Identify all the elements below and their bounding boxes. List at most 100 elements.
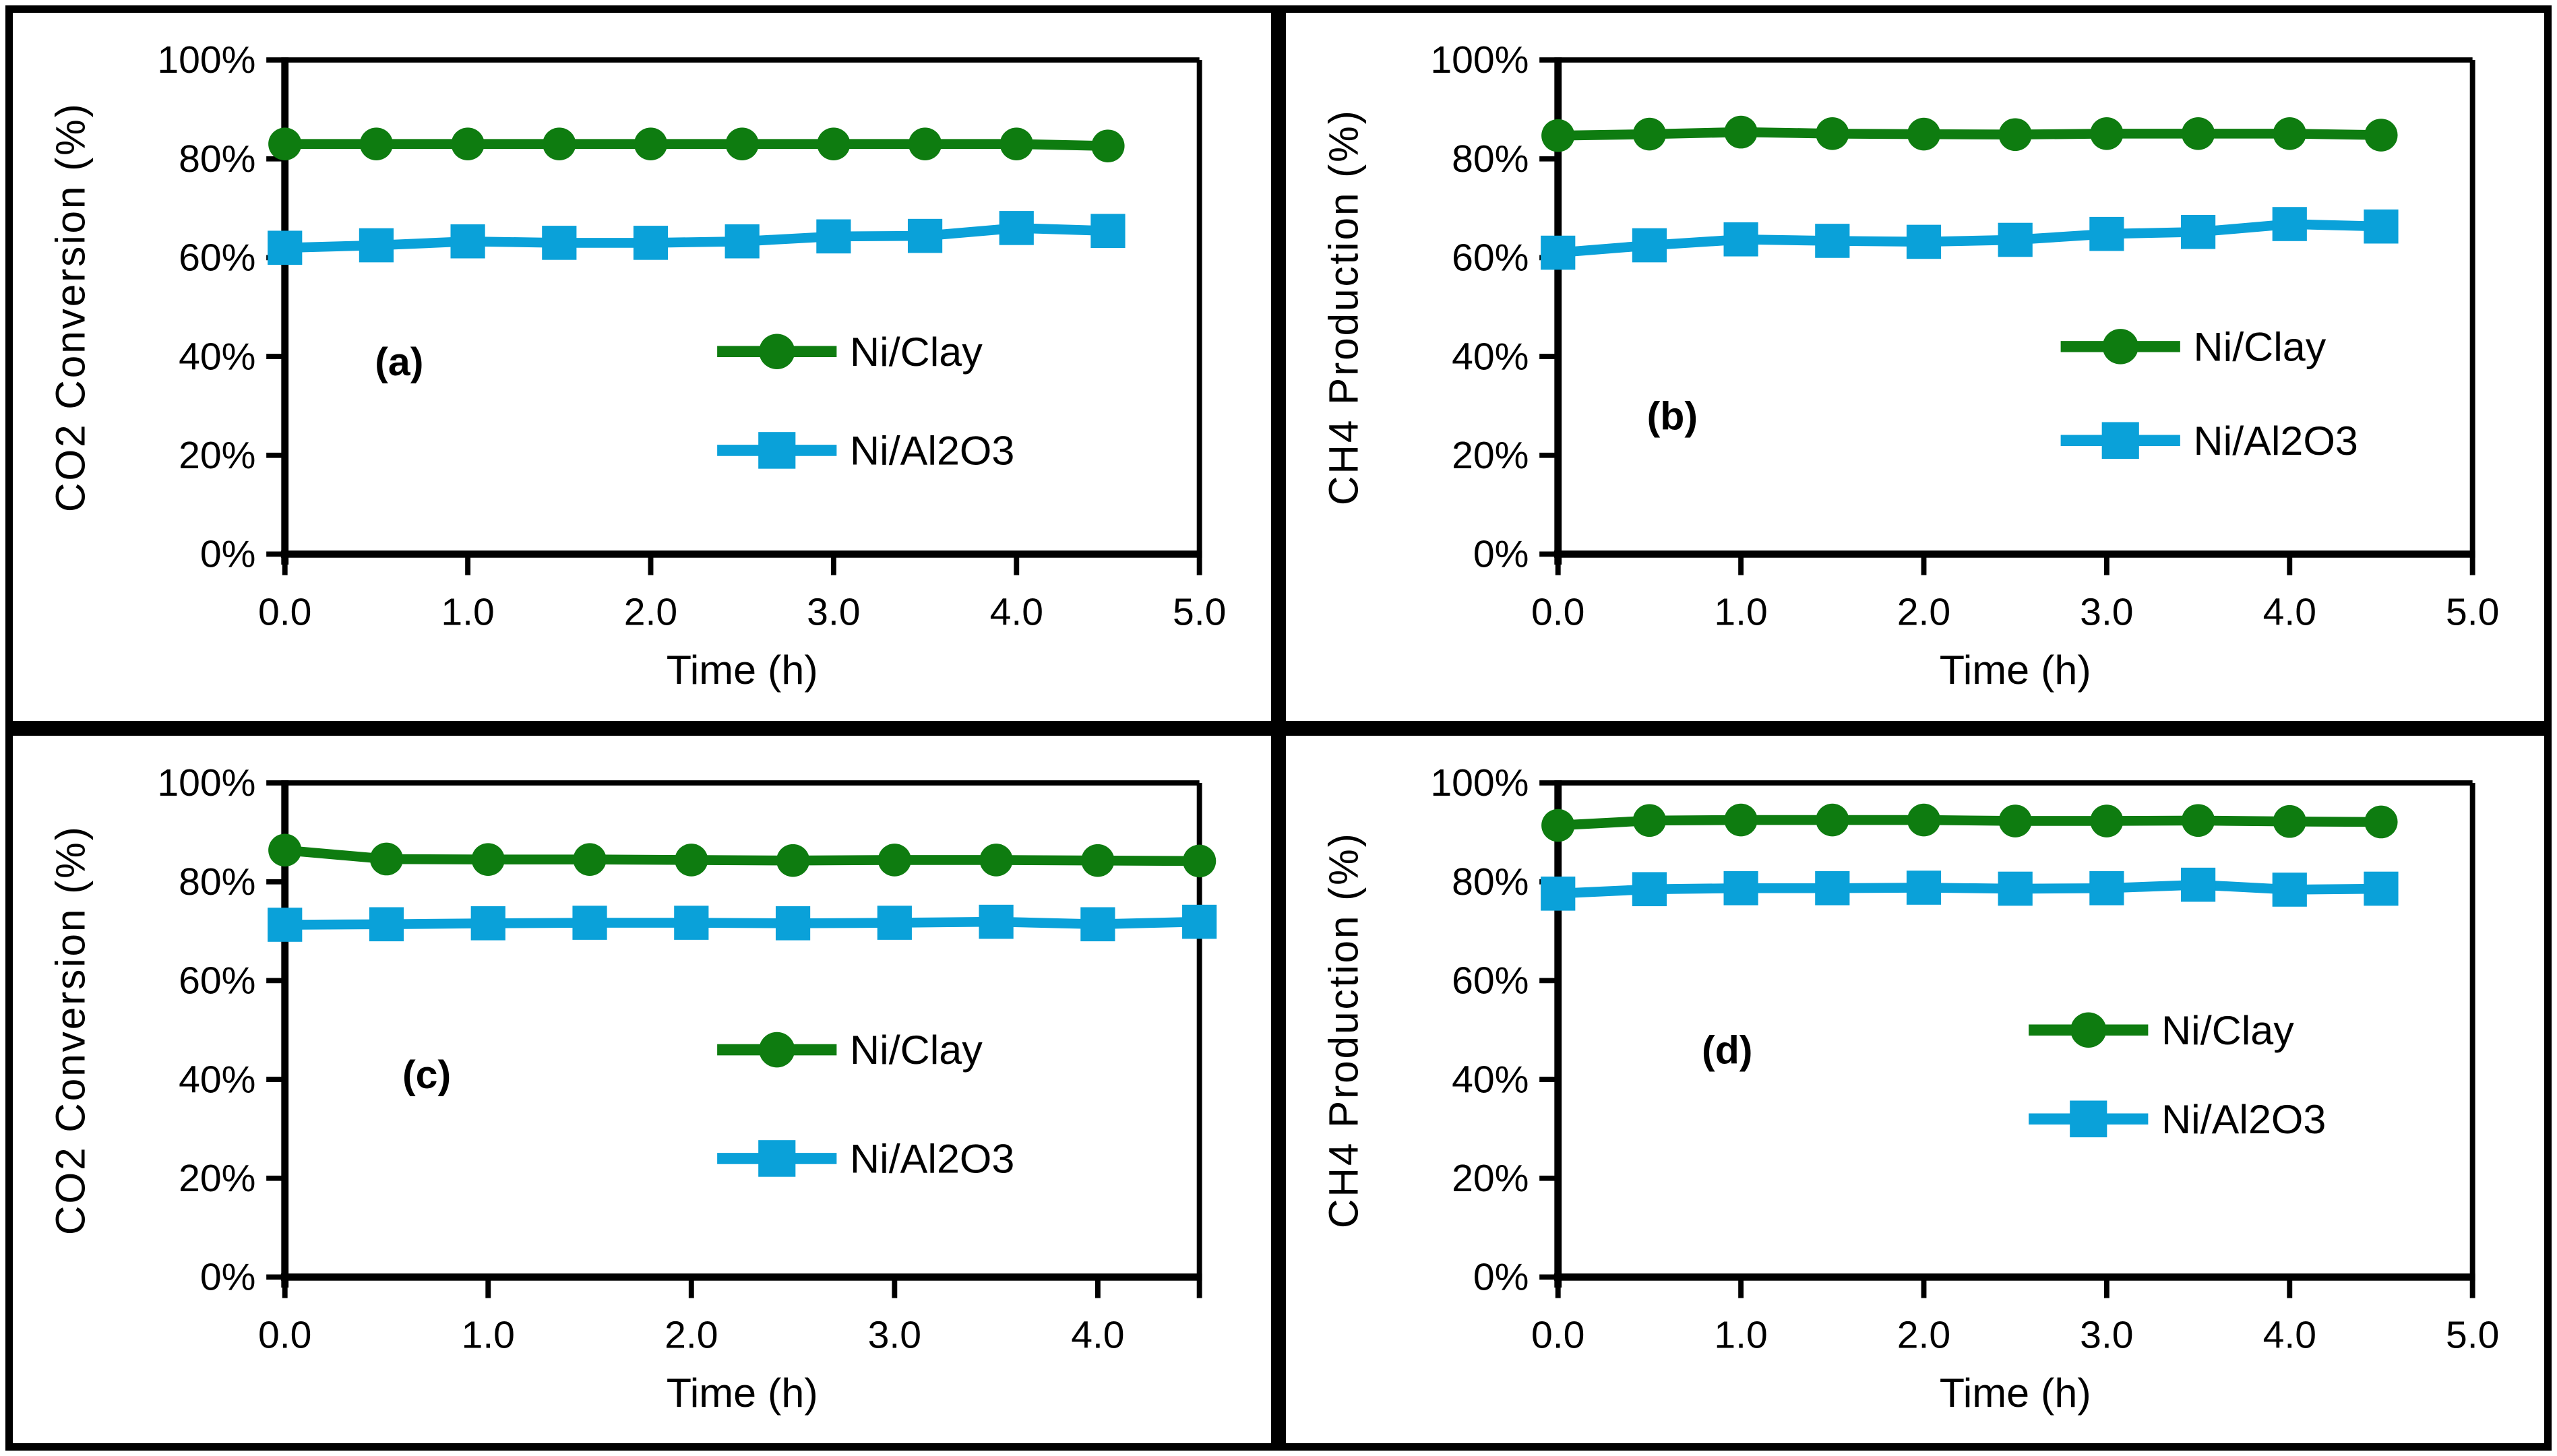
x-tick-label: 0.0	[258, 1314, 311, 1356]
data-point-square	[2180, 214, 2216, 249]
legend-marker-circle	[759, 334, 795, 370]
data-point-square	[2180, 867, 2216, 901]
data-point-square	[450, 224, 485, 259]
y-tick-label: 100%	[157, 40, 255, 82]
y-tick-label: 80%	[1452, 861, 1529, 904]
data-point-circle	[1541, 809, 1575, 842]
series-ni-al2o3-line	[1558, 879, 2382, 899]
series-ni-al2o3-line	[1558, 219, 2382, 258]
x-tick-label: 3.0	[868, 1314, 921, 1356]
series-ni-al2o3-markers	[1541, 867, 2399, 911]
x-axis-title: Time (h)	[667, 1370, 818, 1416]
y-tick-label: 60%	[1452, 237, 1529, 280]
data-point-circle	[776, 844, 810, 877]
y-tick-label: 100%	[1430, 40, 1529, 82]
data-point-square	[1815, 224, 1850, 258]
x-axis: 0.0 1.0 2.0 3.0 4.0 5.0	[258, 554, 1226, 633]
y-axis: 0% 20% 40% 60% 80% 100%	[157, 40, 285, 576]
data-point-circle	[2181, 803, 2215, 837]
data-point-square	[877, 905, 912, 940]
data-point-square	[775, 906, 811, 941]
data-point-square	[2272, 872, 2307, 907]
x-tick-label: 3.0	[2080, 1314, 2133, 1356]
data-point-circle	[1632, 803, 1667, 837]
legend-entry-ni-clay: Ni/Clay	[717, 1027, 983, 1073]
data-point-square	[907, 218, 943, 253]
y-tick-label: 80%	[179, 861, 255, 904]
data-point-square	[470, 906, 505, 941]
data-point-square	[268, 907, 303, 942]
data-point-circle	[451, 127, 485, 161]
data-point-circle	[817, 127, 851, 161]
legend-label: Ni/Al2O3	[850, 428, 1014, 474]
x-tick-label: 5.0	[1173, 592, 1226, 634]
legend-entry-ni-al2o3: Ni/Al2O3	[717, 428, 1014, 474]
data-point-circle	[634, 127, 668, 161]
legend: Ni/Clay Ni/Al2O3	[717, 329, 1014, 473]
x-tick-label: 5.0	[2446, 1314, 2499, 1356]
legend-label: Ni/Al2O3	[2194, 418, 2358, 464]
data-point-square	[633, 226, 669, 260]
chart-panel-a: 0% 20% 40% 60% 80% 100% 0.0 1.0 2.0 3.0 4.0 5.0 CO2 …	[47, 40, 1226, 693]
legend-marker-square	[758, 432, 796, 469]
x-tick-label: 2.0	[1897, 1314, 1950, 1356]
x-tick-label: 1.0	[462, 1314, 515, 1356]
y-tick-label: 0%	[200, 1256, 256, 1298]
legend-label: Ni/Clay	[850, 329, 983, 375]
x-axis: 0.0 1.0 2.0 3.0 4.0	[258, 1276, 1202, 1356]
x-tick-label: 0.0	[258, 592, 311, 634]
panel-cell-a: 0% 20% 40% 60% 80% 100% 0.0 1.0 2.0 3.0 4.0 5.0 CO2 …	[5, 5, 1278, 728]
data-point-square	[1723, 222, 1758, 257]
x-tick-label: 2.0	[665, 1314, 718, 1356]
data-point-square	[1906, 224, 1942, 259]
data-point-square	[979, 904, 1014, 939]
y-tick-label: 0%	[200, 534, 256, 576]
data-point-square	[725, 224, 760, 259]
legend-label: Ni/Clay	[2161, 1007, 2294, 1053]
x-tick-label: 0.0	[1531, 592, 1584, 634]
chart-panel-d: 0% 20% 40% 60% 80% 100% 0.0 1.0 2.0 3.0 4.0 5.0 CH4 …	[1320, 762, 2499, 1415]
data-point-circle	[369, 842, 404, 875]
data-point-square	[1090, 214, 1126, 249]
data-point-square	[1906, 870, 1942, 905]
legend-entry-ni-al2o3: Ni/Al2O3	[2029, 1096, 2326, 1142]
series-ni-clay-line	[1558, 815, 2382, 830]
data-point-circle	[1632, 117, 1667, 151]
y-axis-title: CH4 Production (%)	[1320, 108, 1366, 505]
y-axis: 0% 20% 40% 60% 80% 100%	[1430, 762, 1558, 1298]
legend-label: Ni/Clay	[2194, 324, 2327, 370]
data-point-square	[1723, 871, 1758, 906]
data-point-circle	[1541, 119, 1575, 152]
data-point-circle	[1724, 115, 1758, 149]
data-point-circle	[359, 127, 394, 161]
y-tick-label: 40%	[179, 336, 255, 379]
panel-letter-label: (c)	[402, 1053, 451, 1097]
data-point-circle	[725, 127, 759, 161]
y-tick-label: 100%	[157, 762, 255, 804]
legend-entry-ni-clay: Ni/Clay	[2060, 324, 2327, 370]
legend-label: Ni/Al2O3	[2161, 1096, 2326, 1142]
y-tick-label: 40%	[1452, 1058, 1529, 1101]
legend-label: Ni/Clay	[850, 1027, 983, 1073]
data-point-square	[2364, 209, 2399, 244]
data-point-circle	[1816, 803, 1849, 836]
data-point-square	[572, 905, 607, 940]
legend-marker-circle	[2102, 329, 2138, 365]
y-tick-label: 60%	[179, 959, 255, 1002]
legend: Ni/Clay Ni/Al2O3	[2060, 324, 2358, 464]
y-axis-title: CO2 Conversion (%)	[47, 102, 93, 512]
x-tick-label: 5.0	[2446, 592, 2499, 634]
panel-letter-label: (b)	[1647, 395, 1698, 439]
data-point-circle	[1081, 844, 1115, 877]
series-ni-al2o3-line	[284, 223, 1109, 253]
series-ni-al2o3-markers	[268, 904, 1217, 942]
y-axis-title: CO2 Conversion (%)	[47, 825, 93, 1235]
y-tick-label: 80%	[179, 138, 255, 181]
series-ni-al2o3-markers	[268, 211, 1126, 265]
data-point-circle	[877, 843, 911, 877]
data-point-circle	[1724, 803, 1758, 836]
data-point-circle	[1183, 844, 1216, 877]
data-point-circle	[471, 842, 505, 876]
data-point-circle	[2181, 117, 2215, 150]
y-tick-label: 60%	[179, 237, 255, 280]
